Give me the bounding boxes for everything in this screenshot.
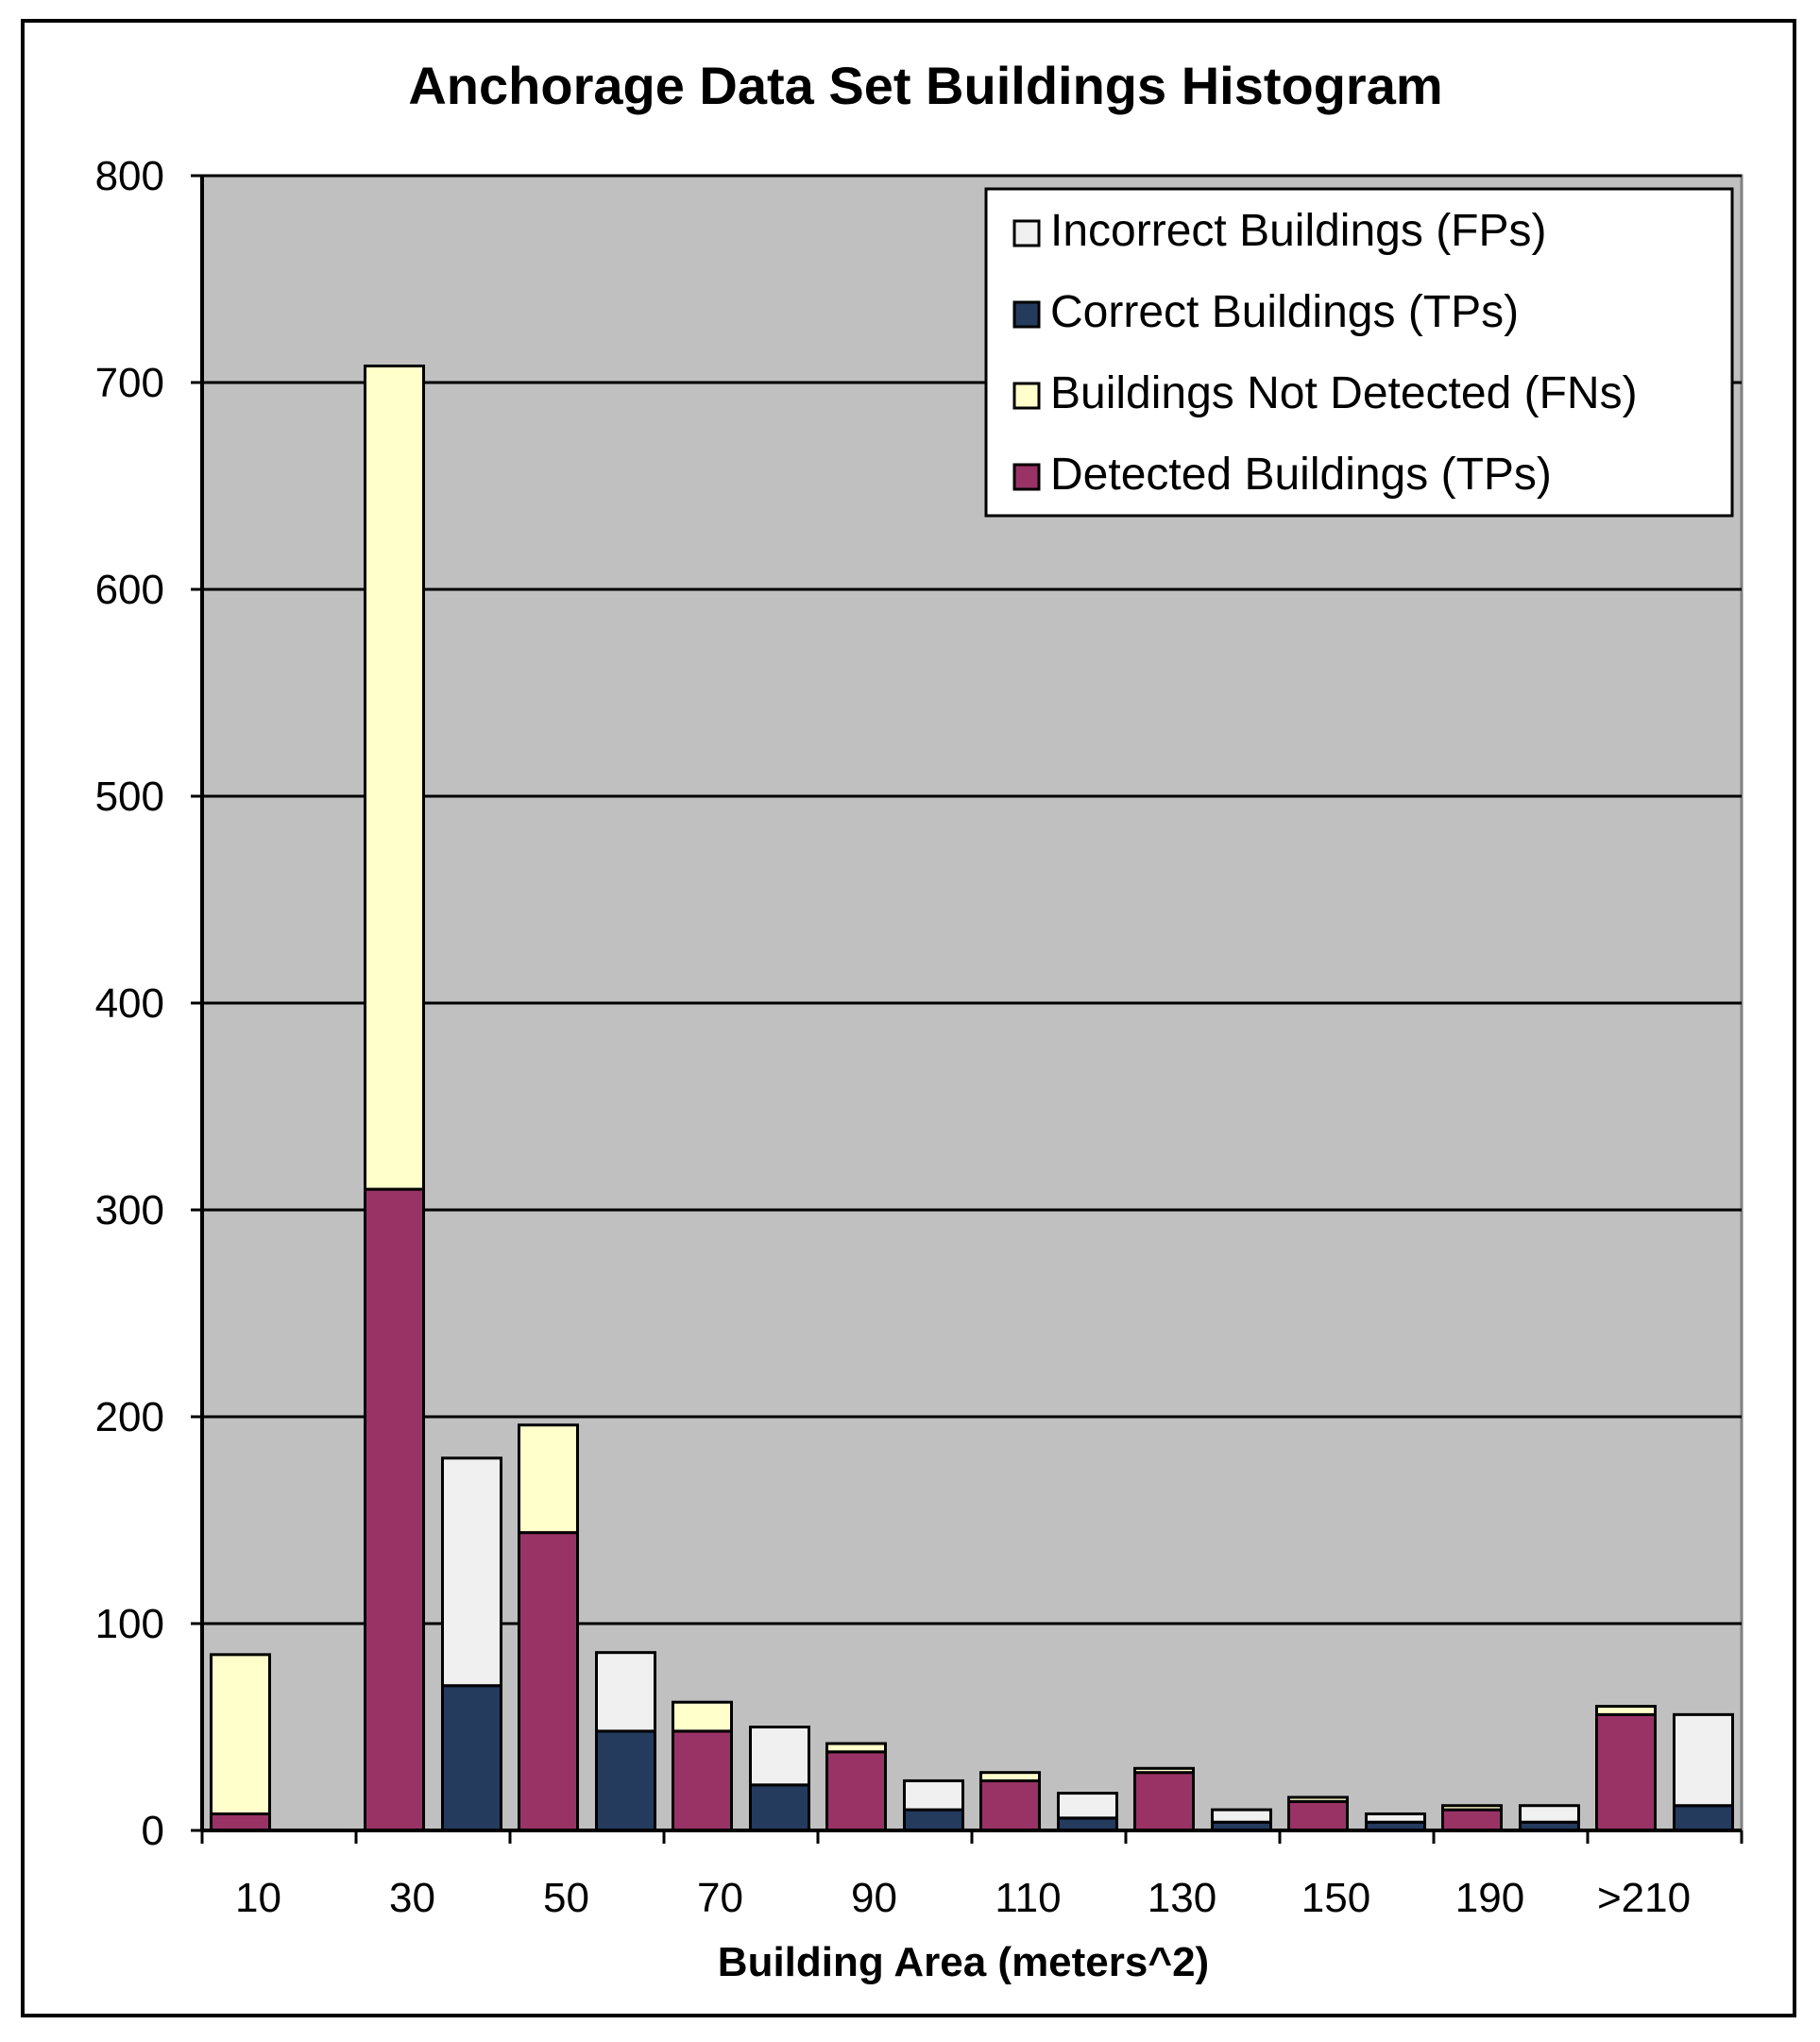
- bar-incorrect-70: [749, 1726, 810, 1787]
- bar-incorrect-190: [1519, 1804, 1580, 1824]
- bar-correct-50: [595, 1729, 656, 1832]
- bar-not-detected-90: [825, 1742, 887, 1754]
- bar-correct-90: [903, 1808, 964, 1832]
- bar-not-detected-30: [364, 364, 425, 1191]
- x-tick-label: 70: [697, 1875, 743, 1921]
- bars: [210, 364, 1734, 1832]
- bar-detected-10: [210, 1812, 271, 1832]
- x-tick-label: 50: [543, 1875, 589, 1921]
- y-tick-label: 600: [95, 567, 164, 613]
- chart-title: Anchorage Data Set Buildings Histogram: [408, 56, 1442, 115]
- bar-incorrect->210: [1673, 1712, 1734, 1808]
- x-tick-label: >210: [1597, 1875, 1691, 1921]
- y-tick-label: 700: [95, 360, 164, 406]
- bar-not-detected-110: [979, 1771, 1041, 1782]
- axes: [191, 174, 1743, 1844]
- y-tick-label: 100: [95, 1601, 164, 1647]
- bar-incorrect-130: [1211, 1808, 1272, 1824]
- bar-detected-150: [1287, 1799, 1349, 1832]
- bar-detected-70: [672, 1729, 733, 1832]
- legend-label-detected: Detected Buildings (TPs): [1050, 450, 1552, 500]
- x-tick-label: 10: [235, 1875, 281, 1921]
- bar-not-detected-130: [1133, 1766, 1195, 1775]
- bar-detected-30: [364, 1187, 425, 1832]
- bar-not-detected-50: [518, 1423, 579, 1535]
- legend-swatch-incorrect: [1012, 219, 1041, 247]
- bar-not-detected-70: [672, 1700, 733, 1733]
- bar-detected-130: [1133, 1771, 1195, 1832]
- bar-detected-90: [825, 1750, 887, 1832]
- x-tick-label: 30: [389, 1875, 435, 1921]
- x-tick-label: 190: [1455, 1875, 1524, 1921]
- legend-swatch-correct: [1012, 300, 1041, 329]
- bar-incorrect-90: [903, 1778, 964, 1812]
- legend-label-not_detected: Buildings Not Detected (FNs): [1050, 368, 1638, 418]
- bar-not-detected-150: [1287, 1795, 1349, 1803]
- bar-not-detected-10: [210, 1653, 271, 1815]
- bar-incorrect-50: [595, 1651, 656, 1733]
- legend: Incorrect Buildings (FPs) Correct Buildin…: [984, 187, 1734, 518]
- legend-box: [984, 187, 1734, 518]
- bar-detected-190: [1441, 1808, 1503, 1832]
- y-tick-label: 200: [95, 1394, 164, 1440]
- bar-correct-30: [441, 1684, 502, 1832]
- bar-incorrect-110: [1057, 1792, 1118, 1820]
- bar-not-detected->210: [1595, 1705, 1657, 1716]
- x-tick-label: 110: [995, 1875, 1061, 1921]
- labels: 0 100 200 300 400 500 600 700 800 10 30 50 70 90 110 13…: [95, 153, 1691, 1921]
- bar-detected->210: [1595, 1712, 1657, 1832]
- legend-swatch-detected: [1012, 463, 1041, 491]
- y-tick-label: 800: [95, 153, 164, 199]
- x-tick-label: 90: [851, 1875, 897, 1921]
- y-tick-label: 300: [95, 1187, 164, 1234]
- legend-label-correct: Correct Buildings (TPs): [1050, 287, 1519, 337]
- bar-correct->210: [1673, 1804, 1734, 1832]
- x-tick-label: 130: [1148, 1875, 1216, 1921]
- y-tick-label: 500: [95, 774, 164, 820]
- bar-detected-50: [518, 1531, 579, 1832]
- bar-incorrect-150: [1365, 1812, 1426, 1824]
- bar-detected-110: [979, 1778, 1041, 1832]
- legend-swatch-not_detected: [1012, 382, 1041, 410]
- legend-label-incorrect: Incorrect Buildings (FPs): [1050, 206, 1547, 256]
- x-tick-label: 150: [1301, 1875, 1370, 1921]
- y-tick-label: 400: [95, 980, 164, 1027]
- gridlines: [202, 174, 1742, 1625]
- bar-not-detected-190: [1441, 1804, 1503, 1812]
- bar-incorrect-30: [441, 1456, 502, 1688]
- y-tick-label: 0: [142, 1808, 164, 1854]
- x-axis-label: Building Area (meters^2): [718, 1939, 1209, 1985]
- bar-correct-70: [749, 1783, 810, 1832]
